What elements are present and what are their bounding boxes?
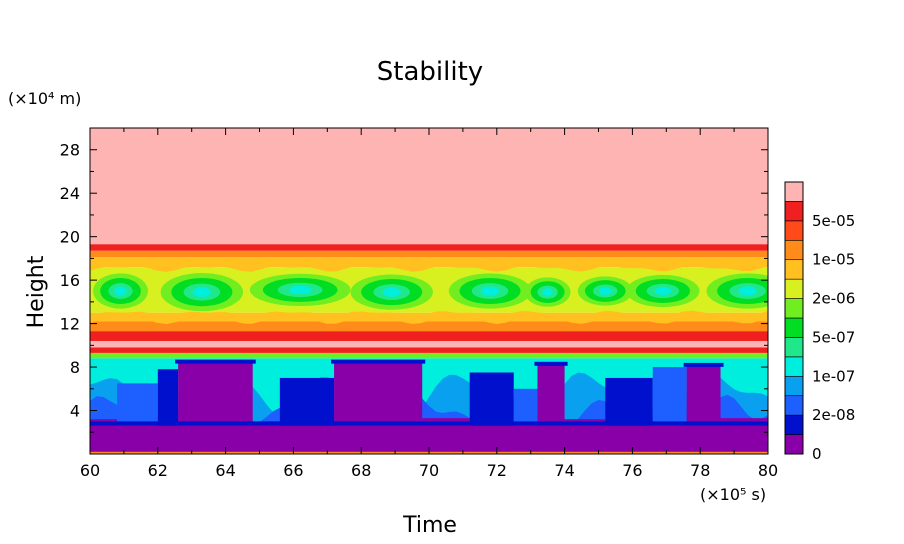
y-tick-label: 20 xyxy=(60,228,80,247)
contour-field xyxy=(90,128,768,454)
contour-band xyxy=(90,331,768,341)
colorbar-swatch xyxy=(784,278,804,299)
contour-edge xyxy=(331,359,426,364)
x-tick-label: 78 xyxy=(690,461,710,480)
colorbar-swatch xyxy=(784,395,804,416)
y-axis: 4 8 12 16 20 24 28 xyxy=(60,141,768,433)
contour-blob xyxy=(599,287,612,295)
colorbar-label: 5e-05 xyxy=(812,212,855,230)
y-tick-label: 12 xyxy=(60,315,80,334)
x-tick-label: 74 xyxy=(554,461,574,480)
colorbar-swatch xyxy=(784,337,804,358)
contour-blob xyxy=(192,287,212,298)
orange-ripple xyxy=(90,258,768,272)
x-tick-label: 80 xyxy=(758,461,778,480)
colorbar-swatch xyxy=(784,220,804,241)
x-tick-label: 70 xyxy=(419,461,439,480)
x-tick-label: 72 xyxy=(487,461,507,480)
contour-blob xyxy=(738,286,757,296)
x-tick-label: 64 xyxy=(215,461,235,480)
colorbar-label: 1e-07 xyxy=(812,367,855,385)
colorbar-label: 1e-05 xyxy=(812,251,855,269)
colorbar-label: 5e-07 xyxy=(812,328,855,346)
contour-band xyxy=(90,250,768,258)
colorbar-swatch xyxy=(784,414,804,435)
chart-title: Stability xyxy=(377,57,483,87)
y-tick-label: 28 xyxy=(60,141,80,160)
contour-edge xyxy=(534,361,568,366)
contour-blob xyxy=(288,285,312,295)
x-unit-label: (×10⁵ s) xyxy=(700,485,766,504)
colorbar-label: 0 xyxy=(812,445,822,463)
x-tick-label: 68 xyxy=(351,461,371,480)
x-tick-label: 60 xyxy=(80,461,100,480)
x-axis: 60 62 64 66 68 70 72 74 76 78 80 xyxy=(80,128,778,480)
contour-edge xyxy=(175,359,256,364)
y-tick-label: 4 xyxy=(70,402,80,421)
plot-area xyxy=(89,127,769,455)
x-axis-title: Time xyxy=(402,513,457,538)
orange-ripple xyxy=(90,310,768,325)
colorbar-swatch xyxy=(784,181,804,202)
contour-band xyxy=(90,352,768,359)
colorbar-swatch xyxy=(784,259,804,280)
x-tick-label: 62 xyxy=(148,461,168,480)
colorbar: 0 2e-08 1e-07 5e-07 2e-06 1e-05 5e-05 xyxy=(784,181,855,463)
contour-band xyxy=(90,321,768,332)
y-tick-label: 16 xyxy=(60,271,80,290)
colorbar-swatch xyxy=(784,317,804,338)
colorbar-swatch xyxy=(784,298,804,319)
colorbar-swatch xyxy=(784,434,804,455)
contour-band xyxy=(90,340,768,348)
contour-blob xyxy=(114,286,127,296)
contour-blob xyxy=(480,286,500,296)
contour-blob xyxy=(542,288,553,296)
contour-band xyxy=(90,347,768,353)
colorbar-frame xyxy=(784,181,804,455)
contour-blob xyxy=(654,286,672,296)
y-tick-label: 24 xyxy=(60,184,80,203)
y-unit-label: (×10⁴ m) xyxy=(8,89,81,108)
contour-band xyxy=(90,128,768,245)
contour-edge xyxy=(683,362,724,367)
colorbar-swatch xyxy=(784,356,804,377)
contour-floor-edge xyxy=(90,421,768,426)
colorbar-swatch xyxy=(784,239,804,261)
colorbar-swatch xyxy=(784,375,804,397)
contour-band xyxy=(90,244,768,251)
contour-blob xyxy=(382,287,401,297)
y-axis-title: Height xyxy=(24,255,49,328)
x-tick-label: 66 xyxy=(283,461,303,480)
colorbar-swatch xyxy=(784,201,804,222)
x-tick-label: 76 xyxy=(622,461,642,480)
y-tick-label: 8 xyxy=(70,358,80,377)
colorbar-label: 2e-08 xyxy=(812,406,855,424)
colorbar-label: 2e-06 xyxy=(812,290,855,308)
